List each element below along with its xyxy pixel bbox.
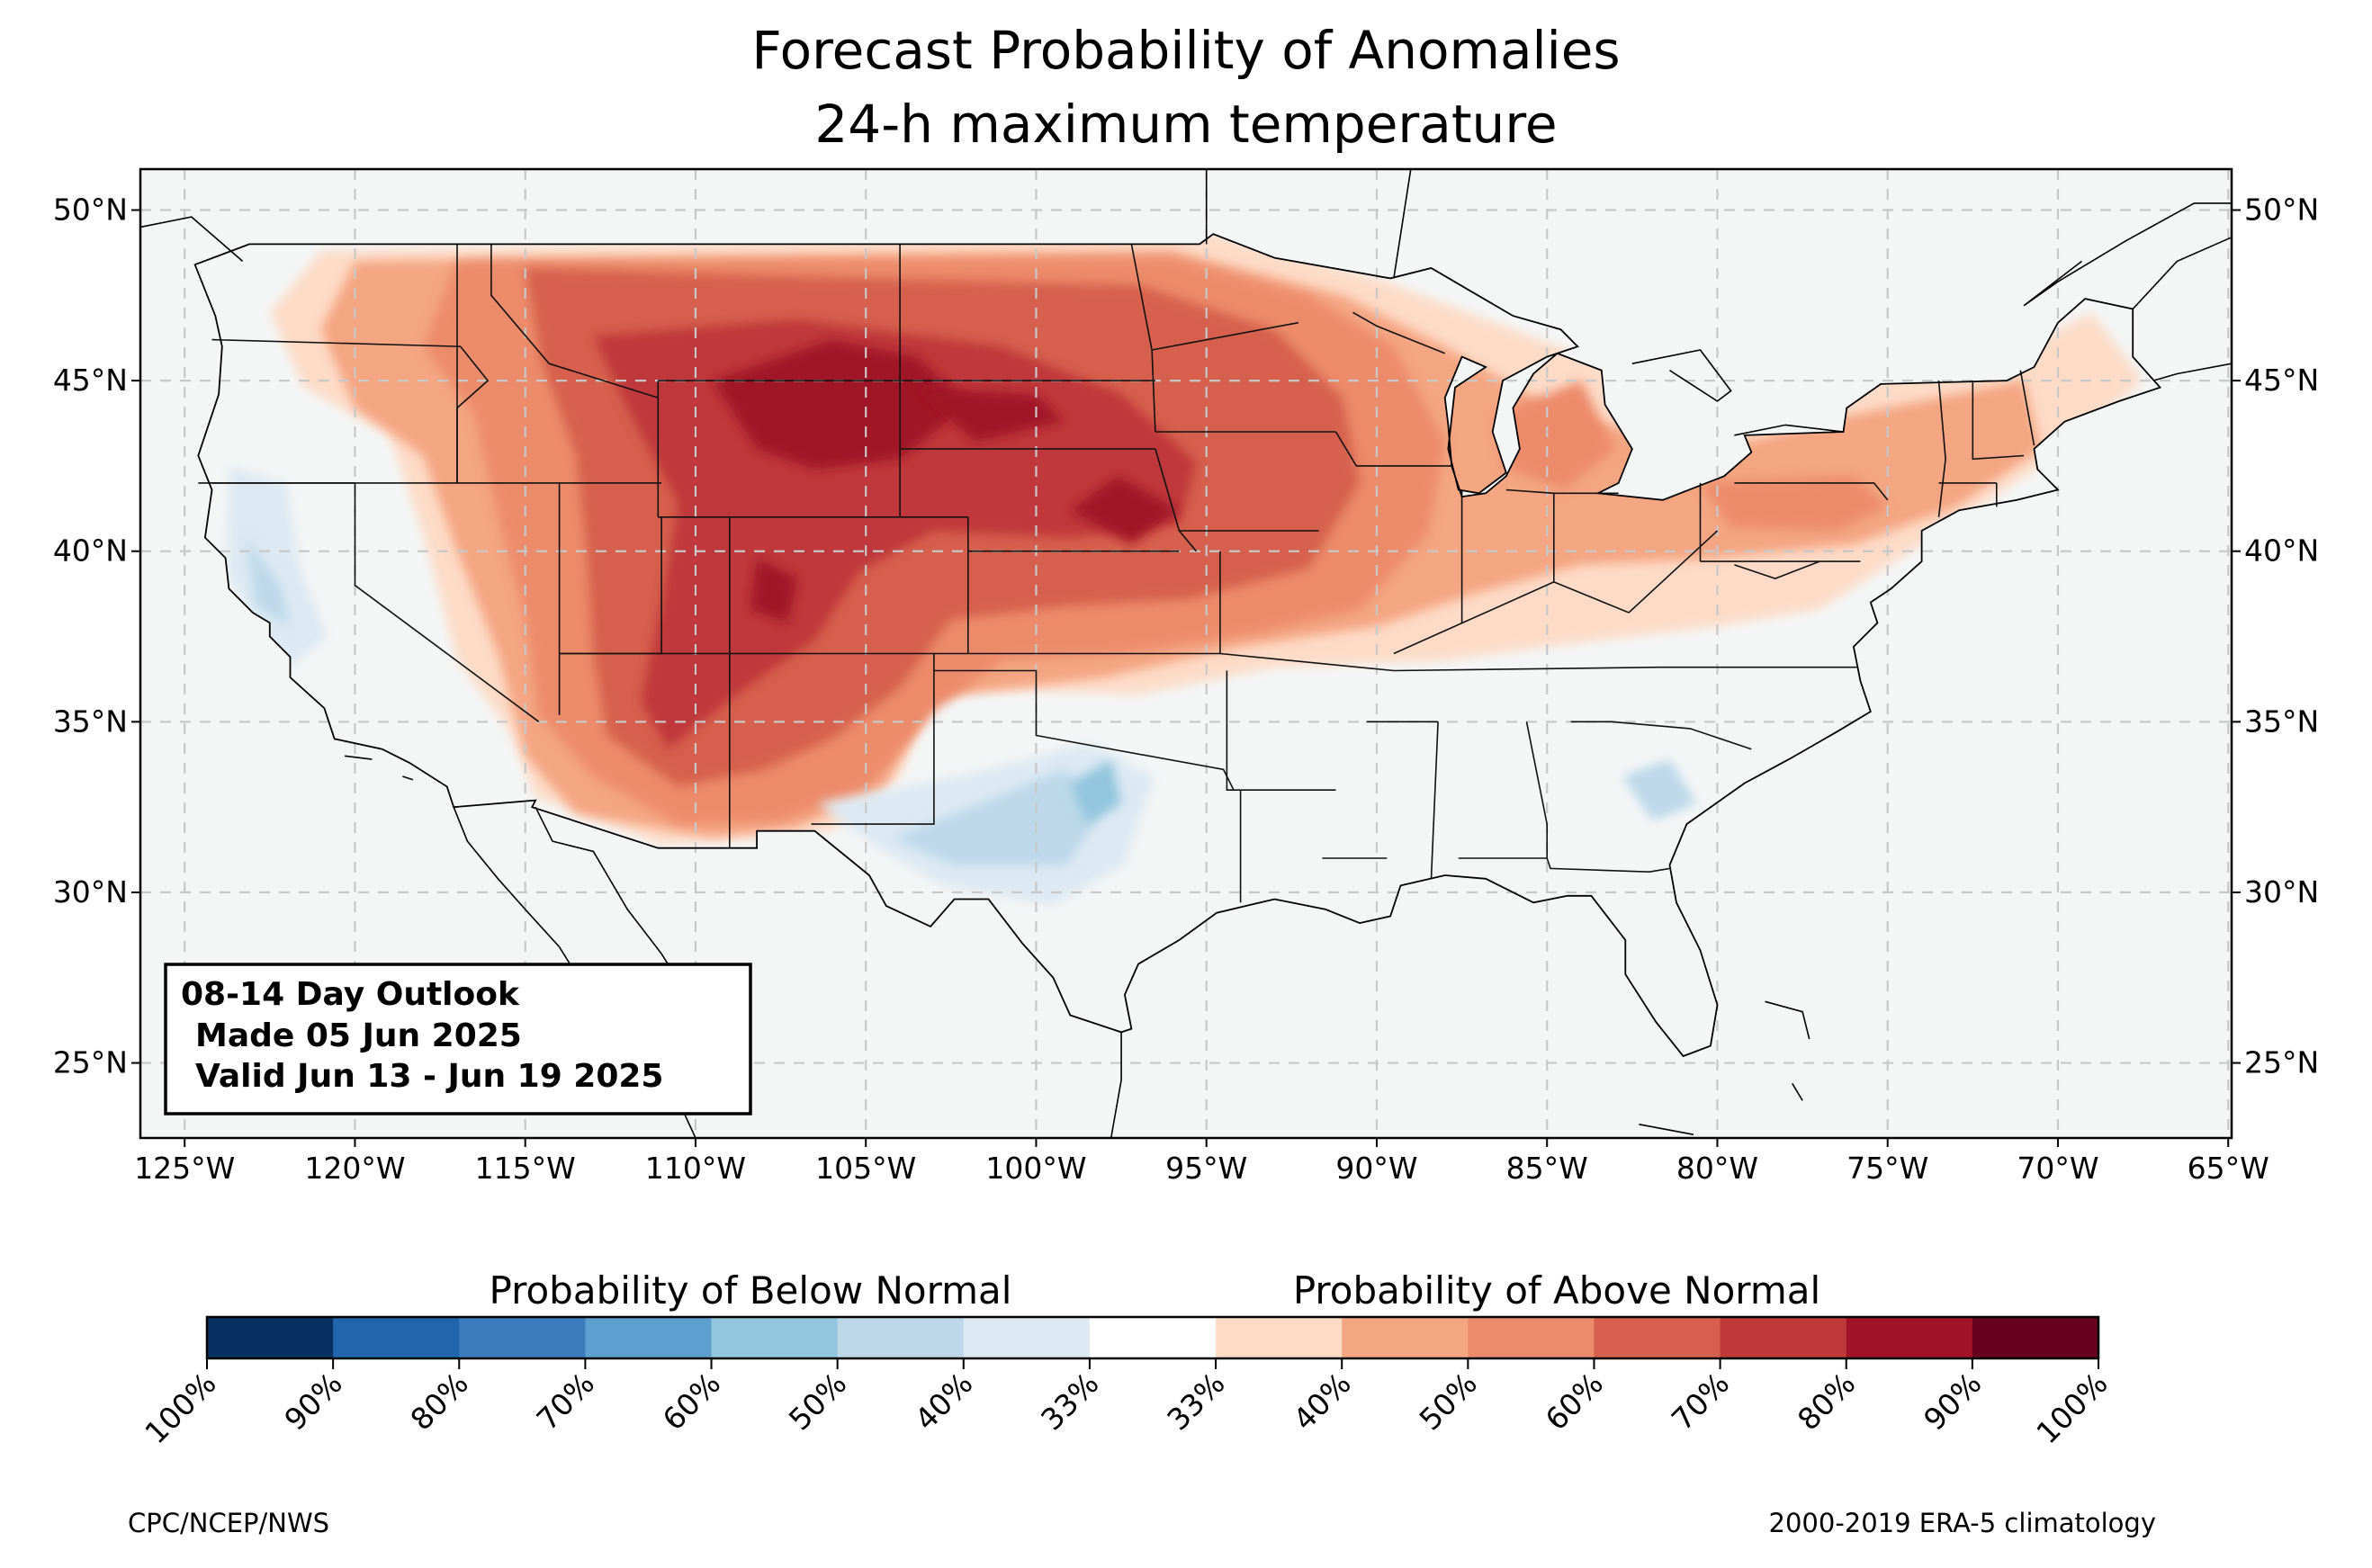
lat-label-right: 45°N [2244, 363, 2319, 398]
outlook-valid-range: Valid Jun 13 - Jun 19 2025 [195, 1058, 663, 1095]
title-line2: 24-h maximum temperature [814, 94, 1557, 155]
lat-label-left: 25°N [53, 1045, 128, 1080]
colorbar-swatches [207, 1317, 2099, 1358]
lon-label: 115°W [475, 1151, 576, 1186]
lat-label-left: 35°N [53, 703, 128, 739]
lon-label: 95°W [1165, 1151, 1247, 1186]
lon-label: 105°W [815, 1151, 916, 1186]
colorbar-tick-label: 33% [1160, 1366, 1231, 1437]
lon-label: 125°W [134, 1151, 235, 1186]
lon-label: 75°W [1846, 1151, 1928, 1186]
colorbar-tick-label: 100% [138, 1366, 222, 1450]
colorbar-swatch [1594, 1317, 1721, 1358]
colorbar-swatch [711, 1317, 839, 1358]
lat-label-left: 30°N [53, 874, 128, 909]
colorbar-swatch [1720, 1317, 1847, 1358]
map-panel: 50°N 45°N 40°N 35°N 30°N 25°N 50°N 45°N 40°N 35°… [53, 167, 2319, 1186]
probability-contours [225, 234, 2143, 907]
colorbar-swatch [1089, 1317, 1217, 1358]
footer-source: CPC/NCEP/NWS [128, 1508, 329, 1538]
lon-label: 70°W [2017, 1151, 2098, 1186]
lon-label: 65°W [2188, 1151, 2269, 1186]
colorbar-tick-label: 100% [2029, 1366, 2114, 1450]
colorbar-tick-label: 80% [403, 1366, 474, 1437]
colorbar: Probability of Below Normal Probability … [138, 1268, 2114, 1450]
lat-label-right: 25°N [2244, 1045, 2319, 1080]
lon-label: 85°W [1506, 1151, 1588, 1186]
colorbar-below-label: Probability of Below Normal [490, 1268, 1012, 1313]
colorbar-tick-labels: 100% 90% 80% 70% 60% 50% 40% 33% 33% 40% 50% 60% 70%… [138, 1358, 2115, 1450]
outlook-box: 08-14 Day Outlook Made 05 Jun 2025 Valid… [164, 963, 752, 1116]
outlook-made-date: Made 05 Jun 2025 [195, 1017, 522, 1054]
colorbar-swatch [1846, 1317, 1973, 1358]
colorbar-swatch [963, 1317, 1091, 1358]
colorbar-tick-label: 40% [1286, 1366, 1357, 1437]
footer-climatology: 2000-2019 ERA-5 climatology [1769, 1508, 2156, 1538]
lon-label: 120°W [304, 1151, 405, 1186]
colorbar-swatch [1342, 1317, 1469, 1358]
colorbar-tick-label: 50% [1413, 1366, 1484, 1437]
map-frame [139, 167, 2233, 1140]
colorbar-tick-label: 80% [1791, 1366, 1862, 1437]
colorbar-tick-label: 60% [656, 1366, 727, 1437]
lon-label: 80°W [1676, 1151, 1758, 1186]
colorbar-swatch [1468, 1317, 1595, 1358]
lat-label-right: 35°N [2244, 703, 2319, 739]
lon-label: 90°W [1335, 1151, 1417, 1186]
latitude-labels-right: 50°N 45°N 40°N 35°N 30°N 25°N [2232, 193, 2319, 1080]
title-line1: Forecast Probability of Anomalies [751, 20, 1620, 81]
colorbar-swatch [207, 1317, 334, 1358]
longitude-labels: 125°W 120°W 115°W 110°W 105°W 100°W 95°W 90°W 85… [134, 1138, 2269, 1186]
colorbar-swatch [837, 1317, 965, 1358]
colorbar-swatch [1972, 1317, 2099, 1358]
colorbar-swatch [459, 1317, 586, 1358]
latitude-labels-left: 50°N 45°N 40°N 35°N 30°N 25°N [53, 193, 140, 1080]
outlook-period: 08-14 Day Outlook [181, 976, 520, 1013]
colorbar-swatch [1216, 1317, 1343, 1358]
colorbar-swatch [585, 1317, 713, 1358]
colorbar-tick-label: 70% [530, 1366, 601, 1437]
lon-label: 110°W [645, 1151, 746, 1186]
colorbar-frame [205, 1315, 2100, 1360]
lat-label-right: 30°N [2244, 874, 2319, 909]
colorbar-tick-label: 40% [908, 1366, 979, 1437]
colorbar-swatch [333, 1317, 460, 1358]
lat-label-left: 45°N [53, 363, 128, 398]
colorbar-tick-label: 90% [277, 1366, 348, 1437]
state-boundaries [198, 244, 2035, 903]
colorbar-tick-label: 90% [1917, 1366, 1988, 1437]
lon-label: 100°W [985, 1151, 1086, 1186]
colorbar-tick-label: 60% [1539, 1366, 1610, 1437]
lat-label-left: 50°N [53, 193, 128, 228]
lat-label-right: 50°N [2244, 193, 2319, 228]
colorbar-tick-label: 50% [782, 1366, 853, 1437]
lat-label-right: 40°N [2244, 533, 2319, 569]
colorbar-tick-label: 33% [1034, 1366, 1105, 1437]
lat-label-left: 40°N [53, 533, 128, 569]
us-coastline [193, 233, 2162, 1058]
colorbar-above-label: Probability of Above Normal [1293, 1268, 1820, 1313]
colorbar-tick-label: 70% [1665, 1366, 1736, 1437]
